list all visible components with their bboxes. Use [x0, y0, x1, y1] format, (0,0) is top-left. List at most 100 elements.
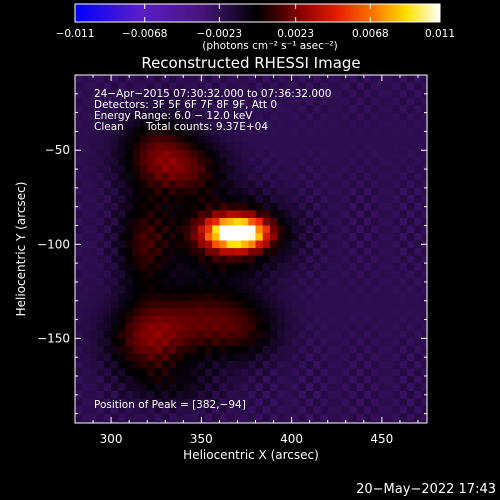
heatmap-cell	[226, 300, 235, 309]
heatmap-cell	[176, 195, 184, 204]
heatmap-cell	[327, 375, 336, 385]
heatmap-cell	[414, 82, 423, 91]
heatmap-cell	[161, 285, 170, 294]
heatmap-cell	[139, 315, 148, 324]
heatmap-cell	[385, 202, 394, 212]
heatmap-cell	[89, 406, 98, 415]
heatmap-cell	[96, 120, 105, 129]
heatmap-cell	[378, 308, 387, 317]
heatmap-cell	[371, 360, 379, 370]
heatmap-cell	[168, 368, 177, 377]
heatmap-cell	[139, 413, 148, 422]
heatmap-cell	[277, 285, 285, 294]
heatmap-cell	[125, 165, 134, 174]
heatmap-cell	[168, 270, 177, 279]
heatmap-cell	[241, 248, 249, 257]
heatmap-cell	[96, 210, 105, 219]
heatmap-cell	[183, 157, 192, 166]
heatmap-cell	[298, 233, 307, 242]
heatmap-cell	[342, 142, 350, 151]
heatmap-cell	[82, 248, 91, 257]
heatmap-cell	[197, 263, 206, 272]
x-tick-label: 450	[370, 432, 393, 446]
heatmap-cell	[183, 127, 192, 136]
heatmap-cell	[334, 323, 343, 332]
heatmap-cell	[399, 308, 408, 317]
heatmap-cell	[429, 414, 437, 422]
heatmap-cell	[103, 270, 112, 279]
heatmap-cell	[429, 233, 437, 241]
heatmap-cell	[82, 112, 91, 121]
heatmap-cell	[342, 308, 350, 317]
heatmap-cell	[89, 300, 98, 309]
heatmap-cell	[269, 270, 278, 279]
heatmap-cell	[147, 413, 156, 422]
heatmap-cell	[291, 112, 300, 121]
heatmap-cell	[226, 383, 235, 392]
heatmap-cell	[421, 105, 427, 114]
heatmap-cell	[139, 165, 148, 174]
heatmap-cell	[284, 75, 293, 84]
heatmap-cell	[414, 120, 423, 129]
heatmap-cell	[356, 263, 365, 272]
heatmap-cell	[392, 368, 401, 377]
heatmap-cell	[89, 202, 98, 212]
heatmap-cell	[118, 172, 127, 181]
heatmap-cell	[103, 383, 112, 392]
heatmap-cell	[82, 180, 91, 189]
heatmap-cell	[132, 300, 141, 309]
heatmap-cell	[190, 421, 199, 423]
heatmap-cell	[284, 187, 293, 196]
heatmap-cell	[75, 300, 83, 309]
heatmap-cell	[407, 142, 415, 151]
heatmap-cell	[349, 217, 358, 227]
heatmap-cell	[96, 90, 105, 99]
heatmap-cell	[82, 270, 91, 279]
heatmap-cell	[204, 338, 213, 347]
heatmap-cell	[168, 323, 177, 332]
heatmap-cell	[269, 127, 278, 136]
heatmap-cell	[429, 376, 437, 384]
heatmap-cell	[407, 150, 415, 159]
heatmap-cell	[248, 225, 257, 234]
y-axis-ticks	[75, 74, 427, 415]
heatmap-cell	[132, 368, 141, 377]
heatmap-cell	[147, 300, 156, 309]
heatmap-cell	[204, 90, 213, 99]
heatmap-cell	[226, 368, 235, 377]
heatmap-cell	[363, 180, 372, 189]
heatmap-cell	[75, 285, 83, 294]
heatmap-cell	[349, 150, 358, 159]
heatmap-cell	[168, 233, 177, 242]
heatmap-cell	[111, 353, 119, 362]
heatmap-cell	[291, 255, 300, 264]
heatmap-cell	[139, 82, 148, 91]
heatmap-cell	[378, 353, 387, 362]
heatmap-cell	[429, 399, 437, 407]
heatmap-cell	[226, 150, 235, 159]
heatmap-cell	[407, 323, 415, 332]
heatmap-cell	[111, 210, 119, 219]
heatmap-cell	[414, 127, 423, 136]
heatmap-cell	[356, 285, 365, 294]
heatmap-cell	[327, 248, 336, 257]
heatmap-cell	[269, 315, 278, 324]
heatmap-cell	[96, 165, 105, 174]
heatmap-cell	[168, 202, 177, 212]
heatmap-cell	[306, 406, 314, 415]
heatmap-cell	[414, 233, 423, 242]
heatmap-cell	[176, 202, 184, 212]
heatmap-cell	[363, 375, 372, 385]
heatmap-cell	[363, 240, 372, 249]
heatmap-cell	[291, 202, 300, 212]
heatmap-cell	[75, 97, 83, 106]
heatmap-cell	[277, 180, 285, 189]
heatmap-cell	[241, 263, 249, 272]
heatmap-cell	[176, 315, 184, 324]
heatmap-cell	[334, 217, 343, 227]
heatmap-cell	[255, 142, 264, 151]
heatmap-cell	[385, 353, 394, 362]
heatmap-cell	[183, 225, 192, 234]
heatmap-cell	[363, 360, 372, 370]
heatmap-cell	[306, 142, 314, 151]
